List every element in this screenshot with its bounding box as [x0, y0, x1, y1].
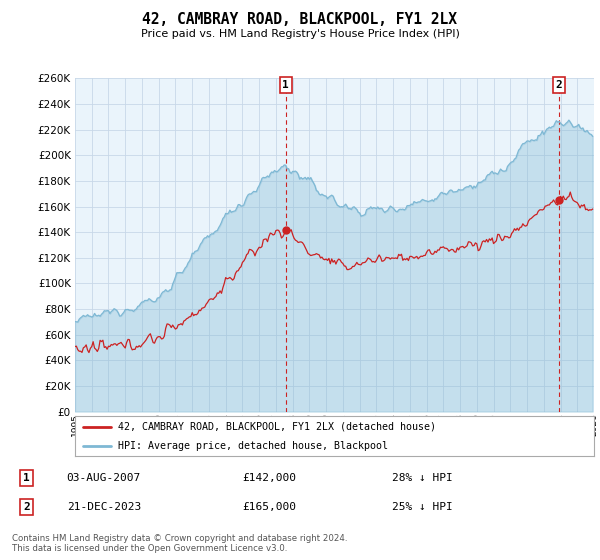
Text: 2: 2: [23, 502, 30, 512]
Text: 1: 1: [23, 473, 30, 483]
Text: 28% ↓ HPI: 28% ↓ HPI: [392, 473, 453, 483]
Text: 1: 1: [282, 80, 289, 90]
Text: HPI: Average price, detached house, Blackpool: HPI: Average price, detached house, Blac…: [118, 441, 388, 450]
Text: 42, CAMBRAY ROAD, BLACKPOOL, FY1 2LX (detached house): 42, CAMBRAY ROAD, BLACKPOOL, FY1 2LX (de…: [118, 422, 436, 432]
Text: Price paid vs. HM Land Registry's House Price Index (HPI): Price paid vs. HM Land Registry's House …: [140, 29, 460, 39]
Text: 25% ↓ HPI: 25% ↓ HPI: [392, 502, 453, 512]
Text: £165,000: £165,000: [242, 502, 296, 512]
Text: 03-AUG-2007: 03-AUG-2007: [67, 473, 141, 483]
Text: 2: 2: [556, 80, 562, 90]
Text: £142,000: £142,000: [242, 473, 296, 483]
Text: 21-DEC-2023: 21-DEC-2023: [67, 502, 141, 512]
Text: 42, CAMBRAY ROAD, BLACKPOOL, FY1 2LX: 42, CAMBRAY ROAD, BLACKPOOL, FY1 2LX: [143, 12, 458, 27]
Text: Contains HM Land Registry data © Crown copyright and database right 2024.
This d: Contains HM Land Registry data © Crown c…: [12, 534, 347, 553]
